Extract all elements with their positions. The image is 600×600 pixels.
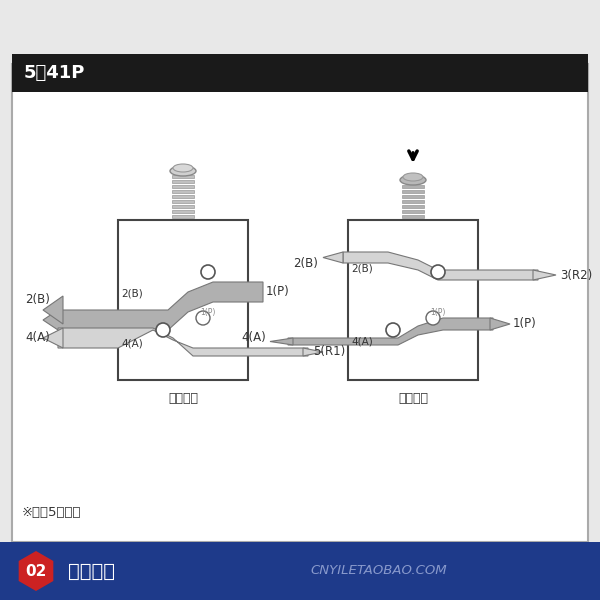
Circle shape: [386, 323, 400, 337]
Text: 1(P): 1(P): [200, 307, 215, 317]
Bar: [172, 175, 194, 178]
Bar: [12, 64, 588, 542]
Polygon shape: [343, 252, 538, 280]
Bar: [172, 190, 194, 193]
Bar: [12, 54, 588, 92]
Polygon shape: [270, 338, 293, 345]
Text: 2(B): 2(B): [351, 263, 373, 274]
Polygon shape: [303, 348, 323, 356]
Bar: [118, 220, 248, 380]
Text: 4(A): 4(A): [25, 331, 50, 344]
Text: CNYILETAOBAO.COM: CNYILETAOBAO.COM: [310, 565, 446, 577]
Ellipse shape: [170, 166, 196, 176]
Text: 动作状态: 动作状态: [398, 391, 428, 404]
Ellipse shape: [400, 175, 426, 185]
Polygon shape: [533, 270, 556, 280]
Text: 产品原理: 产品原理: [68, 562, 115, 581]
Polygon shape: [58, 328, 308, 356]
Bar: [402, 214, 424, 218]
Text: 5(R1): 5(R1): [313, 346, 345, 358]
Circle shape: [426, 311, 440, 325]
Bar: [172, 199, 194, 203]
Bar: [172, 194, 194, 198]
Ellipse shape: [403, 173, 423, 181]
Polygon shape: [288, 318, 493, 345]
Polygon shape: [19, 551, 53, 591]
Bar: [172, 185, 194, 188]
Polygon shape: [490, 318, 510, 330]
Text: 1(P): 1(P): [513, 317, 537, 331]
Bar: [172, 214, 194, 218]
Text: ※用作5通阀时: ※用作5通阀时: [22, 505, 82, 518]
Text: 4(A): 4(A): [241, 331, 266, 343]
Circle shape: [431, 265, 445, 279]
Polygon shape: [43, 282, 263, 330]
Text: 1(P): 1(P): [266, 286, 290, 298]
Text: 2(B): 2(B): [121, 289, 143, 299]
Bar: [402, 209, 424, 213]
Text: 4(A): 4(A): [351, 336, 373, 346]
Circle shape: [196, 311, 210, 325]
Bar: [172, 179, 194, 183]
Circle shape: [156, 323, 170, 337]
Text: 通常状态: 通常状态: [168, 391, 198, 404]
Bar: [402, 185, 424, 188]
Polygon shape: [43, 296, 63, 324]
Text: 1(P): 1(P): [430, 307, 445, 317]
Polygon shape: [323, 252, 343, 263]
Bar: [0, 542, 600, 600]
Text: 2(B): 2(B): [293, 257, 318, 270]
Bar: [348, 220, 478, 380]
Text: 02: 02: [25, 563, 47, 578]
Text: 3(R2): 3(R2): [560, 269, 592, 281]
Text: 5這41P: 5這41P: [24, 64, 85, 82]
Text: 4(A): 4(A): [121, 338, 143, 348]
Bar: [402, 194, 424, 198]
Ellipse shape: [173, 164, 193, 172]
Text: 2(B): 2(B): [25, 293, 50, 307]
Bar: [402, 205, 424, 208]
Bar: [402, 199, 424, 203]
Bar: [172, 205, 194, 208]
Bar: [172, 209, 194, 213]
Polygon shape: [43, 328, 63, 348]
Bar: [402, 190, 424, 193]
Circle shape: [201, 265, 215, 279]
